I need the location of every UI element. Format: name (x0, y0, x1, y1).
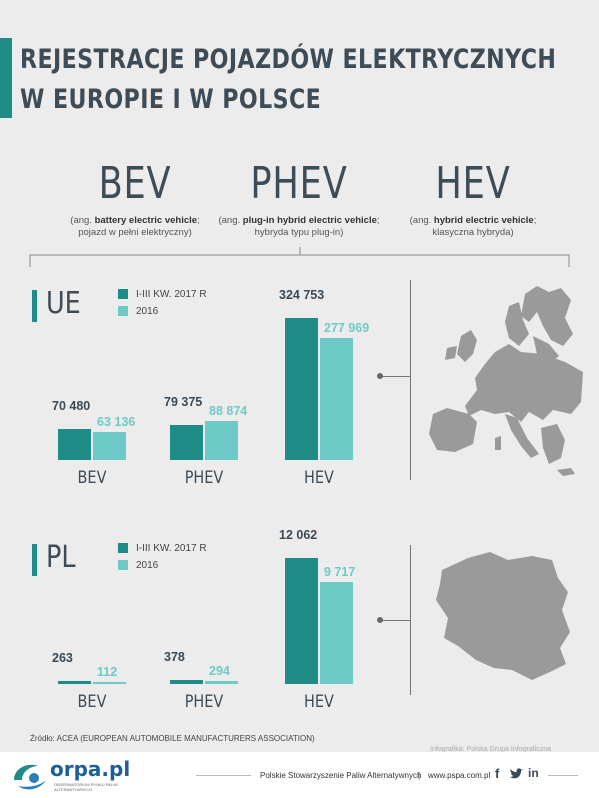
bar-bev-2017 (58, 681, 91, 684)
bar-phev-2016 (205, 421, 238, 460)
value-label-hev-2016: 277 969 (324, 321, 370, 336)
legend-ue: I-III KW. 2017 R 2016 (118, 287, 207, 318)
bar-hev-2016 (320, 582, 353, 684)
map-connector-dot (377, 373, 383, 379)
bar-bev-2017 (58, 429, 91, 460)
footer-logo-text[interactable]: orpa.pl (50, 757, 131, 781)
legend-swatch (118, 306, 128, 316)
value-label-phev-2016: 294 (209, 663, 230, 678)
axis-label-hev: HEV (304, 468, 334, 488)
bar-hev-2017 (285, 558, 318, 684)
category-desc: (ang. plug-in hybrid electric vehicle; h… (218, 215, 380, 238)
axis-label-bev: BEV (77, 468, 107, 488)
poland-map-icon (436, 552, 570, 680)
legend-item: I-III KW. 2017 R (118, 541, 207, 555)
map-connector (380, 376, 410, 377)
category-desc: (ang. hybrid electric vehicle; klasyczna… (409, 215, 537, 238)
bar-phev-2017 (170, 680, 203, 684)
category-bev: BEV (ang. battery electric vehicle; poja… (40, 158, 230, 239)
legend-swatch (118, 543, 128, 553)
legend-item: 2016 (118, 304, 207, 318)
value-label-bev-2017: 70 480 (52, 399, 91, 414)
footer-rule (548, 775, 578, 776)
category-abbr: HEV (435, 158, 511, 209)
axis-label-phev: PHEV (184, 692, 224, 712)
page-title: REJESTRACJE POJAZDÓW ELEKTRYCZNYCH W EUR… (20, 40, 556, 120)
value-label-hev-2017: 12 062 (279, 528, 318, 542)
category-bracket (29, 247, 570, 267)
section-pl-title: PL (46, 540, 76, 575)
category-phev: PHEV (ang. plug-in hybrid electric vehic… (204, 158, 394, 239)
map-connector (380, 620, 410, 621)
section-ue-accent (32, 290, 37, 322)
category-desc: (ang. battery electric vehicle; pojazd w… (70, 215, 200, 238)
legend-swatch (118, 560, 128, 570)
bar-bev-2016 (93, 682, 126, 684)
orpa-logo-icon (14, 764, 46, 790)
value-label-hev-2016: 9 717 (324, 565, 356, 580)
footer-separator: | (418, 771, 421, 780)
value-label-phev-2016: 88 874 (209, 404, 248, 419)
bar-phev-2017 (170, 425, 203, 460)
linkedin-icon[interactable]: in (528, 766, 539, 780)
footer (0, 752, 599, 798)
value-label-bev-2016: 112 (97, 665, 118, 679)
europe-map-icon (429, 286, 583, 476)
section-pl-accent (32, 544, 37, 576)
legend-item: I-III KW. 2017 R (118, 287, 207, 301)
map-connector-dot (377, 617, 383, 623)
section-ue-title: UE (46, 286, 81, 321)
title-accent-bar (0, 38, 12, 118)
bar-hev-2017 (285, 318, 318, 460)
value-label-hev-2017: 324 753 (279, 288, 325, 302)
category-hev: HEV (ang. hybrid electric vehicle; klasy… (378, 158, 568, 239)
value-label-phev-2017: 378 (164, 650, 185, 665)
category-abbr: BEV (98, 158, 172, 209)
category-abbr: PHEV (250, 158, 348, 209)
axis-label-hev: HEV (304, 692, 334, 712)
footer-url[interactable]: www.pspa.com.pl (428, 771, 491, 780)
value-label-phev-2017: 79 375 (164, 395, 203, 410)
twitter-icon[interactable] (509, 768, 523, 780)
map-divider (410, 280, 411, 480)
title-line-2: W EUROPIE I W POLSCE (20, 84, 322, 115)
value-label-bev-2017: 263 (52, 651, 73, 666)
bar-bev-2016 (93, 432, 126, 460)
footer-logo-sub: OBSERWATORIUM RYNKU PALIW ALTERNATYWNYCH (54, 782, 118, 792)
bar-hev-2016 (320, 338, 353, 460)
facebook-icon[interactable]: f (495, 766, 500, 781)
legend-item: 2016 (118, 558, 207, 572)
map-divider (410, 545, 411, 695)
source-note: Źródło: ACEA (EUROPEAN AUTOMOBILE MANUFA… (30, 734, 315, 743)
legend-swatch (118, 289, 128, 299)
legend-pl: I-III KW. 2017 R 2016 (118, 541, 207, 572)
axis-label-phev: PHEV (184, 468, 224, 488)
footer-rule (196, 775, 251, 776)
value-label-bev-2016: 63 136 (97, 415, 136, 430)
axis-label-bev: BEV (77, 692, 107, 712)
footer-org: Polskie Stowarzyszenie Paliw Alternatywn… (260, 771, 422, 780)
bar-phev-2016 (205, 680, 238, 684)
credit-note: Infografika: Polska Grupa Infograficzna (430, 746, 552, 753)
title-line-1: REJESTRACJE POJAZDÓW ELEKTRYCZNYCH (20, 44, 557, 75)
